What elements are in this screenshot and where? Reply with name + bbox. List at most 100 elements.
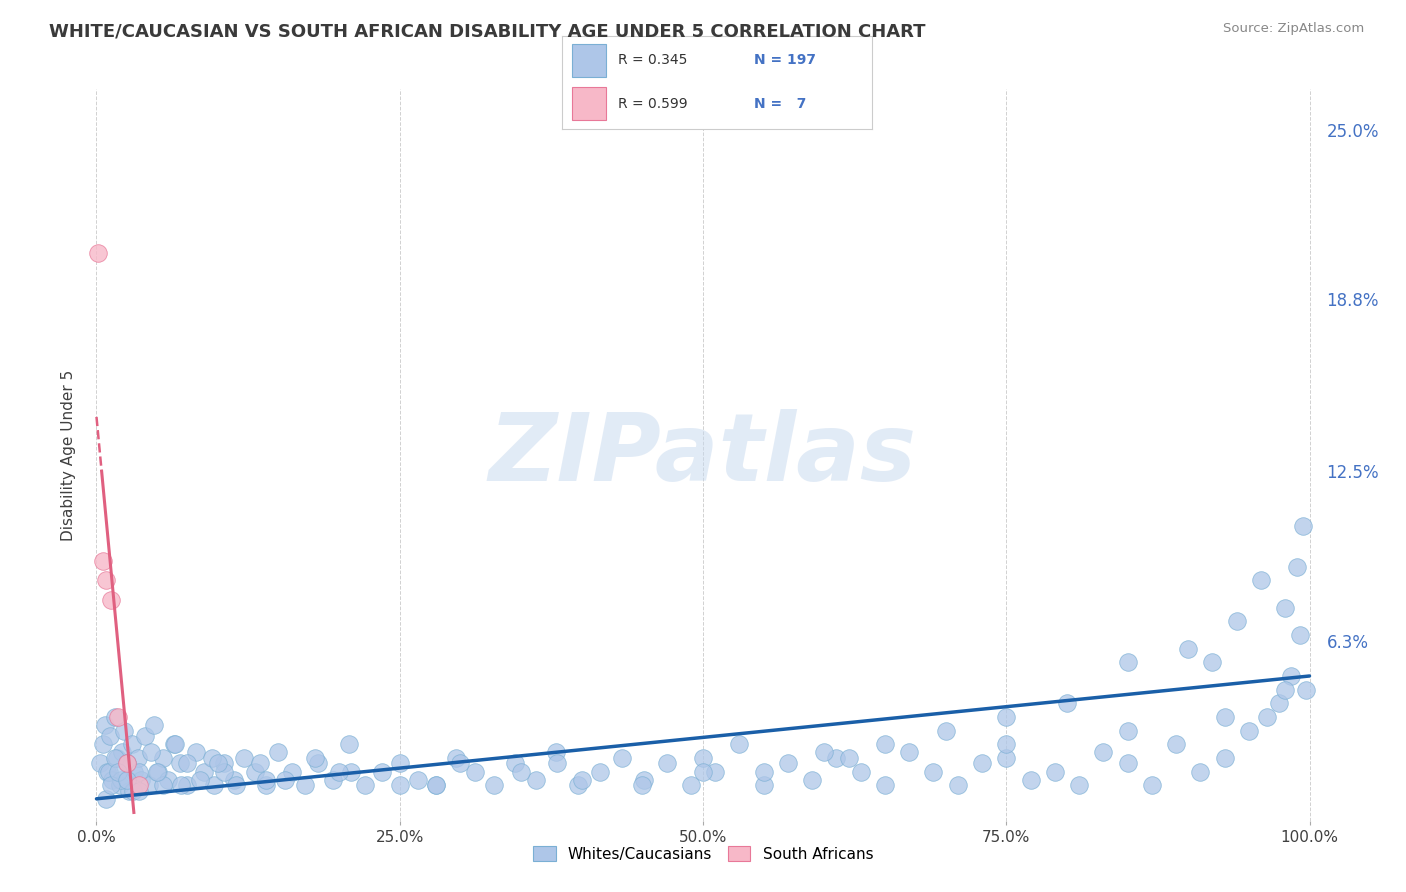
- Text: R = 0.599: R = 0.599: [619, 96, 688, 111]
- Point: [873, 737, 896, 751]
- Point: [353, 778, 375, 792]
- Point: [464, 764, 486, 779]
- Point: [212, 756, 235, 771]
- Point: [308, 756, 330, 771]
- Point: [1164, 737, 1187, 751]
- Point: [1067, 778, 1090, 792]
- Point: [193, 764, 215, 779]
- Point: [87, 246, 110, 260]
- Point: [304, 751, 326, 765]
- Point: [1189, 764, 1212, 779]
- Point: [128, 764, 150, 779]
- Point: [752, 764, 775, 779]
- Point: [1274, 600, 1296, 615]
- Point: [96, 574, 118, 588]
- Point: [825, 751, 848, 765]
- Point: [101, 772, 124, 787]
- Point: [91, 554, 114, 568]
- Point: [131, 772, 153, 787]
- Point: [142, 718, 165, 732]
- Point: [128, 778, 150, 792]
- Point: [1279, 669, 1302, 683]
- Point: [1116, 756, 1139, 771]
- Point: [1250, 574, 1272, 588]
- Point: [1274, 682, 1296, 697]
- Point: [425, 778, 447, 792]
- FancyBboxPatch shape: [572, 44, 606, 77]
- Point: [1019, 772, 1042, 787]
- Point: [107, 764, 129, 779]
- Point: [146, 764, 169, 779]
- Point: [692, 764, 714, 779]
- Point: [388, 756, 411, 771]
- Point: [1295, 682, 1317, 697]
- Point: [970, 756, 993, 771]
- Point: [104, 751, 127, 765]
- Text: N = 197: N = 197: [754, 54, 815, 68]
- Point: [108, 778, 131, 792]
- Point: [813, 746, 835, 760]
- Point: [728, 737, 751, 751]
- Point: [273, 772, 295, 787]
- Point: [546, 746, 568, 760]
- Point: [524, 772, 547, 787]
- Point: [115, 772, 138, 787]
- Point: [484, 778, 506, 792]
- Point: [873, 778, 896, 792]
- Text: WHITE/CAUCASIAN VS SOUTH AFRICAN DISABILITY AGE UNDER 5 CORRELATION CHART: WHITE/CAUCASIAN VS SOUTH AFRICAN DISABIL…: [49, 22, 925, 40]
- Point: [1237, 723, 1260, 738]
- Point: [233, 751, 256, 765]
- Point: [111, 746, 134, 760]
- Point: [100, 778, 122, 792]
- Point: [849, 764, 872, 779]
- Point: [776, 756, 799, 771]
- Point: [801, 772, 824, 787]
- Point: [138, 778, 160, 792]
- Point: [1043, 764, 1066, 779]
- Point: [337, 737, 360, 751]
- Point: [122, 764, 145, 779]
- Point: [1213, 751, 1236, 765]
- Point: [134, 729, 156, 743]
- Point: [1116, 723, 1139, 738]
- Point: [188, 772, 211, 787]
- Point: [679, 778, 702, 792]
- Point: [96, 792, 118, 806]
- Point: [94, 718, 117, 732]
- Point: [370, 764, 392, 779]
- Point: [935, 723, 957, 738]
- Point: [152, 751, 174, 765]
- Y-axis label: Disability Age Under 5: Disability Age Under 5: [60, 369, 76, 541]
- Point: [388, 778, 411, 792]
- Point: [510, 764, 533, 779]
- Point: [752, 778, 775, 792]
- Legend: Whites/Caucasians, South Africans: Whites/Caucasians, South Africans: [527, 839, 879, 868]
- Point: [704, 764, 727, 779]
- Point: [115, 756, 138, 771]
- Point: [139, 746, 162, 760]
- Point: [328, 764, 350, 779]
- Point: [1201, 656, 1223, 670]
- Point: [1292, 519, 1315, 533]
- Point: [567, 778, 589, 792]
- Point: [1116, 656, 1139, 670]
- Point: [91, 737, 114, 751]
- Point: [176, 756, 198, 771]
- Point: [1288, 628, 1310, 642]
- Point: [107, 710, 129, 724]
- Point: [1286, 559, 1309, 574]
- Point: [995, 710, 1018, 724]
- Point: [152, 778, 174, 792]
- Point: [98, 729, 121, 743]
- Point: [294, 778, 316, 792]
- Point: [115, 756, 138, 771]
- Point: [207, 756, 229, 771]
- Point: [254, 778, 277, 792]
- Point: [104, 710, 127, 724]
- Point: [267, 746, 290, 760]
- Point: [112, 723, 135, 738]
- Point: [163, 737, 186, 751]
- Point: [121, 737, 143, 751]
- Point: [127, 751, 149, 765]
- Point: [571, 772, 593, 787]
